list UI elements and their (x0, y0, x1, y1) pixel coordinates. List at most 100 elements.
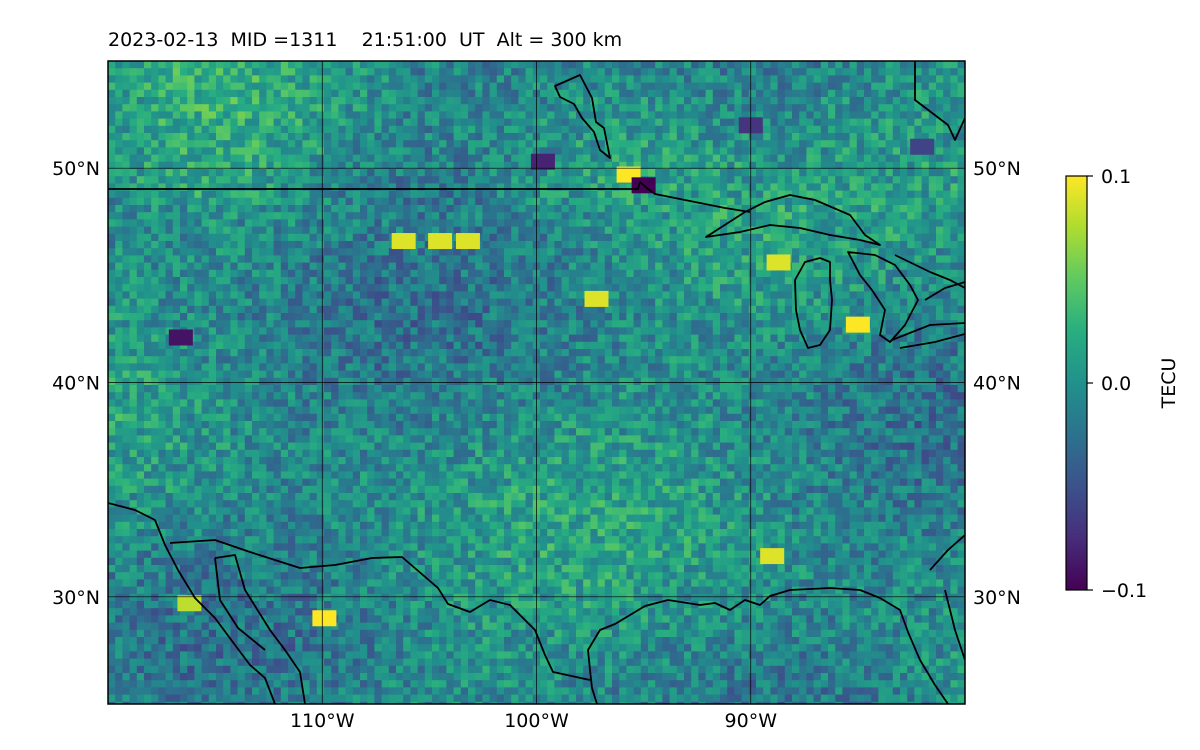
tec-pixel (338, 154, 346, 163)
tec-pixel (633, 334, 642, 343)
tec-pixel (288, 118, 296, 127)
tec-pixel (720, 176, 728, 184)
tec-pixel (914, 133, 922, 141)
tec-pixel (633, 233, 642, 242)
tec-pixel (604, 241, 613, 249)
tec-pixel (619, 349, 627, 357)
tec-pixel (648, 97, 656, 105)
tec-pixel (712, 241, 721, 249)
tec-pixel (525, 176, 534, 184)
tec-pixel (907, 205, 915, 213)
tec-pixel (352, 75, 361, 83)
tec-pixel (900, 133, 908, 141)
tec-pixel (792, 176, 800, 184)
tec-pixel (259, 140, 267, 148)
tec-pixel (439, 125, 447, 134)
tec-pixel (820, 104, 829, 112)
tec-pixel (648, 140, 656, 148)
tec-pixel (705, 75, 714, 83)
tec-pixel (115, 176, 123, 184)
tec-pixel (417, 89, 426, 98)
tec-pixel (338, 197, 346, 206)
tec-pixel (748, 212, 757, 220)
tec-pixel (374, 219, 382, 227)
tec-pixel (648, 125, 656, 134)
tec-pixel (151, 140, 159, 148)
tec-pixel (432, 161, 440, 170)
tec-pixel (180, 140, 188, 148)
tec-pixel (885, 248, 894, 256)
tec-pixel (446, 349, 454, 357)
tec-pixel (201, 118, 210, 127)
tec-pixel (266, 147, 274, 155)
tec-pixel (655, 161, 663, 170)
tec-pixel (504, 327, 512, 335)
tec-pixel (792, 349, 800, 357)
tec-pixel (165, 125, 174, 134)
tec-pixel (691, 212, 699, 220)
tec-pixel (554, 334, 562, 343)
tec-pixel (770, 327, 778, 335)
tec-pixel (871, 68, 879, 76)
tec-pixel (468, 118, 476, 127)
tec-pixel (626, 140, 634, 148)
tec-pixel (158, 284, 166, 292)
tec-pixel (144, 219, 152, 227)
tec-pixel (345, 313, 354, 321)
tec-pixel (230, 349, 238, 357)
tec-pixel (525, 154, 534, 163)
tec-pixel (288, 133, 296, 141)
tec-pixel (698, 154, 706, 163)
tec-pixel (244, 118, 253, 127)
tec-pixel (108, 219, 116, 227)
tec-pixel (561, 284, 570, 292)
tec-pixel (345, 341, 354, 350)
tec-pixel (655, 284, 663, 292)
tec-pixel (280, 341, 289, 350)
tec-pixel (468, 212, 476, 220)
tec-pixel (957, 169, 965, 177)
tec-pixel (698, 111, 706, 119)
tec-pixel (360, 255, 368, 263)
tec-pixel (583, 169, 591, 177)
tec-pixel (324, 61, 332, 69)
tec-pixel (280, 298, 289, 307)
tec-pixel (489, 313, 498, 321)
tec-pixel (208, 205, 217, 213)
tec-pixel (806, 277, 814, 285)
tec-pixel (410, 82, 418, 91)
tec-pixel (496, 205, 505, 213)
tec-pixel (194, 298, 202, 307)
tec-pixel (475, 284, 483, 292)
tec-pixel (835, 233, 843, 242)
tec-pixel (849, 341, 858, 350)
tec-pixel (244, 82, 253, 91)
tec-pixel (784, 349, 793, 357)
tec-pixel (576, 89, 584, 98)
tec-pixel (856, 284, 865, 292)
tec-pixel (842, 169, 850, 177)
tec-pixel (223, 313, 231, 321)
tec-pixel (396, 341, 404, 350)
tec-pixel (460, 313, 469, 321)
tec-pixel (792, 262, 800, 271)
tec-pixel (648, 161, 656, 170)
tec-pixel (518, 125, 526, 134)
tec-pixel (396, 104, 404, 112)
tec-pixel (288, 334, 296, 343)
tec-pixel (741, 89, 750, 98)
tec-pixel (554, 248, 562, 256)
tec-pixel (561, 233, 570, 242)
tec-pixel (223, 61, 231, 69)
tec-pixel (633, 190, 642, 199)
tec-pixel (561, 241, 570, 249)
tec-pixel (136, 197, 145, 206)
tec-pixel (604, 356, 613, 364)
tec-pixel (640, 190, 649, 199)
tec-pixel (964, 97, 965, 105)
tec-pixel (770, 147, 778, 155)
tec-pixel (165, 89, 174, 98)
tec-pixel (331, 118, 339, 127)
tec-pixel (763, 241, 771, 249)
tec-pixel (878, 248, 886, 256)
